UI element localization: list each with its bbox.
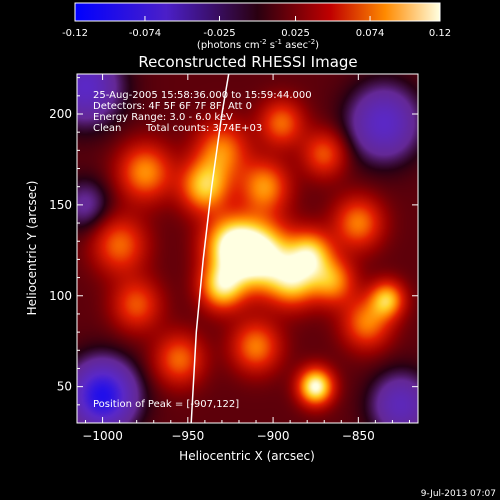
colorbar-tick-label: -0.025 — [203, 28, 235, 39]
annotation-block: 25-Aug-2005 15:58:36.000 to 15:59:44.000… — [93, 90, 312, 410]
colorbar-units: (photons cm-2 s-1 asec-2) — [197, 38, 319, 51]
colorbar-tick-label: 0.025 — [281, 28, 310, 39]
colorbar-strip — [74, 2, 441, 22]
x-tick-label: −1000 — [82, 429, 123, 443]
axis-ticks: −1000 −950 −900 −850 50 100 150 200 — [49, 74, 418, 443]
y-axis-label: Heliocentric Y (arcsec) — [25, 181, 39, 316]
heatmap-image — [77, 74, 418, 423]
y-tick-label: 100 — [49, 289, 72, 303]
colorbar-tick-label: 0.074 — [356, 28, 385, 39]
chart-title: Reconstructed RHESSI Image — [138, 53, 357, 71]
plot-area: −1000 −950 −900 −850 50 100 150 200 — [49, 73, 419, 443]
x-tick-label: −950 — [171, 429, 204, 443]
colorbar-tick-label: -0.074 — [129, 28, 161, 39]
y-tick-label: 150 — [49, 198, 72, 212]
annotation-detectors: Detectors: 4F 5F 6F 7F 8F, Att 0 — [93, 101, 252, 112]
plot-frame — [76, 73, 419, 424]
annotation-clean: Clean — [93, 123, 121, 134]
annotation-time-range: 25-Aug-2005 15:58:36.000 to 15:59:44.000 — [93, 90, 312, 101]
x-axis-label: Heliocentric X (arcsec) — [179, 449, 315, 463]
x-tick-label: −900 — [257, 429, 290, 443]
y-tick-label: 200 — [49, 107, 72, 121]
annotation-total-counts: Total counts: 3.74E+03 — [145, 123, 262, 134]
colorbar: -0.12 -0.074 -0.025 0.025 0.074 0.12 (photons… — [62, 2, 451, 51]
colorbar-tick-label: 0.12 — [429, 28, 451, 39]
colorbar-tick-label: -0.12 — [62, 28, 88, 39]
solar-limb — [190, 74, 230, 423]
colorbar-ticks: -0.12 -0.074 -0.025 0.025 0.074 0.12 — [62, 16, 451, 39]
footer-timestamp: 9-Jul-2013 07:07 — [421, 489, 496, 499]
annotation-energy: Energy Range: 3.0 - 6.0 keV — [93, 112, 233, 123]
annotation-peak-position: Position of Peak = [-907,122] — [93, 399, 239, 410]
y-tick-label: 50 — [57, 380, 72, 394]
x-tick-label: −850 — [342, 429, 375, 443]
